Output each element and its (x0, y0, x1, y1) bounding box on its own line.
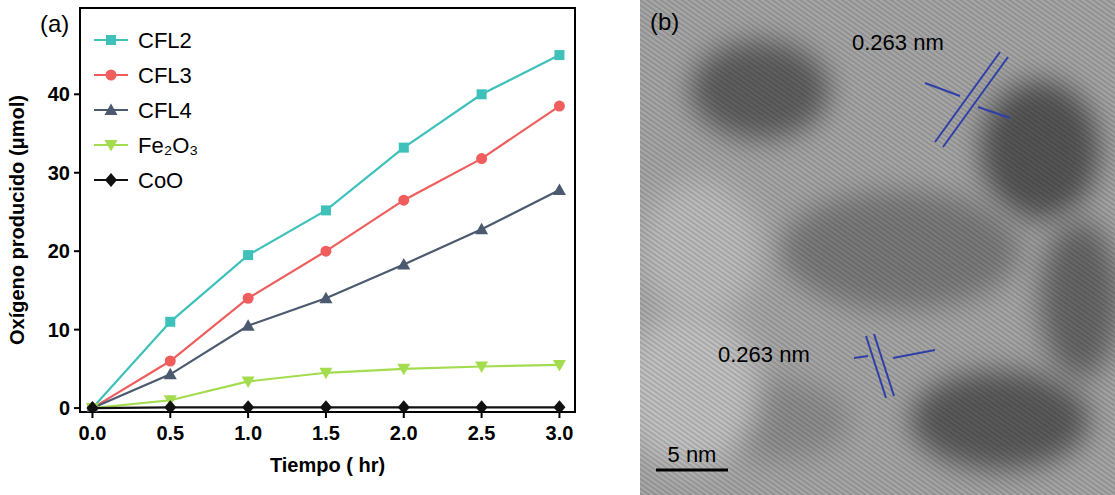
x-tick (481, 412, 483, 418)
x-tick-label: 1.0 (234, 422, 262, 444)
marker (165, 356, 176, 367)
y-tick-label: 30 (48, 162, 70, 184)
x-tick-label: 2.0 (390, 422, 418, 444)
series-line (92, 190, 559, 408)
x-tick-label: 0.5 (156, 422, 184, 444)
marker (106, 35, 116, 45)
marker (399, 143, 409, 153)
x-tick (325, 412, 327, 418)
fringe-line (935, 52, 1000, 142)
marker (164, 368, 177, 380)
x-tick (403, 412, 405, 418)
marker (320, 400, 332, 412)
marker (398, 400, 410, 412)
legend: CFL2 CFL3 CFL4 Fe₂O₃ CoO (94, 28, 198, 193)
legend-label: CFL3 (138, 63, 192, 88)
marker (554, 50, 564, 60)
x-tick-label: 0.0 (79, 422, 107, 444)
marker (164, 400, 176, 412)
marker (476, 400, 488, 412)
marker (553, 360, 566, 372)
y-tick (74, 93, 80, 95)
plot-frame (80, 8, 575, 412)
x-tick-label: 1.5 (312, 422, 340, 444)
legend-label: CFL2 (138, 28, 192, 53)
marker (321, 205, 331, 215)
fringe-line (874, 334, 894, 396)
lattice (640, 0, 1115, 495)
figure: 0 10 20 30 40 0.0 0.5 1.0 1.5 2.0 2.5 3.0 Tiempo ( h… (0, 0, 1115, 495)
panel-label: (b) (650, 8, 679, 35)
marker (397, 364, 410, 376)
arrow (854, 356, 868, 358)
x-axis-title: Tiempo ( hr) (270, 454, 385, 476)
marker (475, 223, 488, 235)
marker (242, 319, 255, 331)
legend-label: CoO (138, 168, 183, 193)
series-line (92, 106, 559, 408)
marker (105, 173, 117, 187)
arrow (925, 83, 960, 96)
y-tick (74, 329, 80, 331)
y-tick-label: 40 (48, 83, 70, 105)
marker (165, 317, 175, 327)
marker (86, 401, 98, 412)
x-tick (247, 412, 249, 418)
annotation: 0.263 nm (852, 30, 944, 55)
arrow (893, 350, 935, 358)
y-tick-label: 20 (48, 240, 70, 262)
marker (475, 362, 488, 374)
fringe-line (943, 57, 1008, 147)
series-line (92, 55, 559, 408)
x-tick (169, 412, 171, 418)
y-tick (74, 250, 80, 252)
x-tick-label: 2.5 (468, 422, 496, 444)
scale-bar-label: 5 nm (668, 442, 717, 467)
marker (398, 195, 409, 206)
marker (476, 153, 487, 164)
marker (105, 104, 118, 116)
micrograph-ground (640, 0, 1115, 495)
annotation: 0.263 nm (718, 342, 810, 367)
marker (106, 70, 117, 81)
fringe-line (866, 336, 886, 398)
marker (319, 368, 332, 380)
micrograph (640, 0, 1115, 495)
marker (553, 183, 566, 195)
marker (105, 140, 118, 152)
y-axis-title: Oxígeno producido (μmol) (6, 95, 28, 345)
marker (319, 292, 332, 304)
marker (243, 293, 254, 304)
arrow (978, 107, 1010, 118)
marker (397, 258, 410, 270)
legend-label: Fe₂O₃ (138, 133, 198, 158)
marker (243, 250, 253, 260)
marker (477, 89, 487, 99)
marker (320, 246, 331, 257)
x-tick (558, 412, 560, 418)
y-tick-label: 0 (59, 397, 70, 419)
marker (242, 376, 255, 388)
legend-label: CFL4 (138, 98, 192, 123)
y-tick-label: 10 (48, 319, 70, 341)
marker (553, 400, 565, 412)
scale-bar (656, 469, 728, 472)
panel-label: (a) (40, 10, 69, 37)
marker (554, 101, 565, 112)
y-tick (74, 407, 80, 409)
marker (242, 400, 254, 412)
y-tick (74, 172, 80, 174)
x-tick (91, 412, 93, 418)
plot-area (86, 50, 566, 412)
x-tick-label: 3.0 (546, 422, 574, 444)
